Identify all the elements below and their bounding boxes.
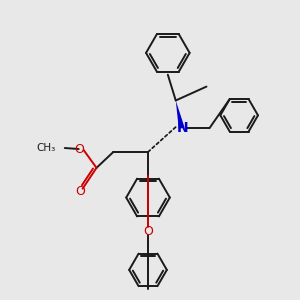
Text: N: N — [177, 121, 188, 135]
Polygon shape — [176, 100, 184, 129]
Text: O: O — [75, 142, 85, 155]
Text: O: O — [76, 185, 85, 198]
Text: O: O — [143, 225, 153, 238]
Text: CH₃: CH₃ — [37, 143, 56, 153]
